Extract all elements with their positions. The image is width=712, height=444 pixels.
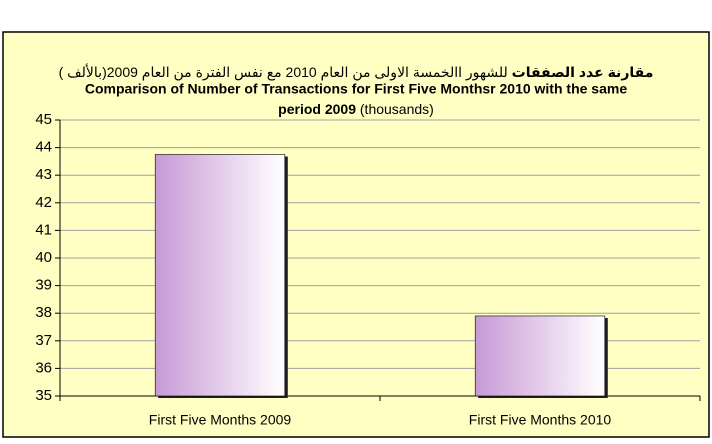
y-tick-label: 39 [35, 277, 52, 294]
y-tick-label: 45 [35, 111, 52, 128]
x-tick-label: First Five Months 2009 [149, 412, 292, 428]
title-line2-bold: period 2009 [278, 101, 356, 117]
y-tick-label: 37 [35, 332, 52, 349]
y-tick-label: 43 [35, 166, 52, 183]
title-ar-bold: مقارنة عدد الصفقات [512, 64, 654, 80]
y-tick-label: 35 [35, 387, 52, 404]
y-tick-label: 41 [35, 221, 52, 238]
title-ar-rest: للشهور االخمسة الاولى من العام 2010 مع ن… [59, 63, 512, 81]
chart-title-line2: period 2009 (thousands) [278, 101, 434, 117]
bar [154, 154, 286, 397]
y-tick-label: 38 [35, 304, 52, 321]
y-tick-label: 44 [35, 139, 52, 156]
y-tick-label: 36 [35, 359, 52, 376]
chart-title-arabic: مقارنة عدد الصفقات للشهور االخمسة الاولى… [59, 63, 654, 81]
title-line2-rest: (thousands) [356, 101, 434, 117]
x-tick-label: First Five Months 2010 [469, 412, 612, 428]
y-tick-label: 40 [35, 249, 52, 266]
y-tick-label: 42 [35, 194, 52, 211]
chart-title: Comparison of Number of Transactions for… [85, 81, 627, 97]
bar [474, 315, 606, 397]
